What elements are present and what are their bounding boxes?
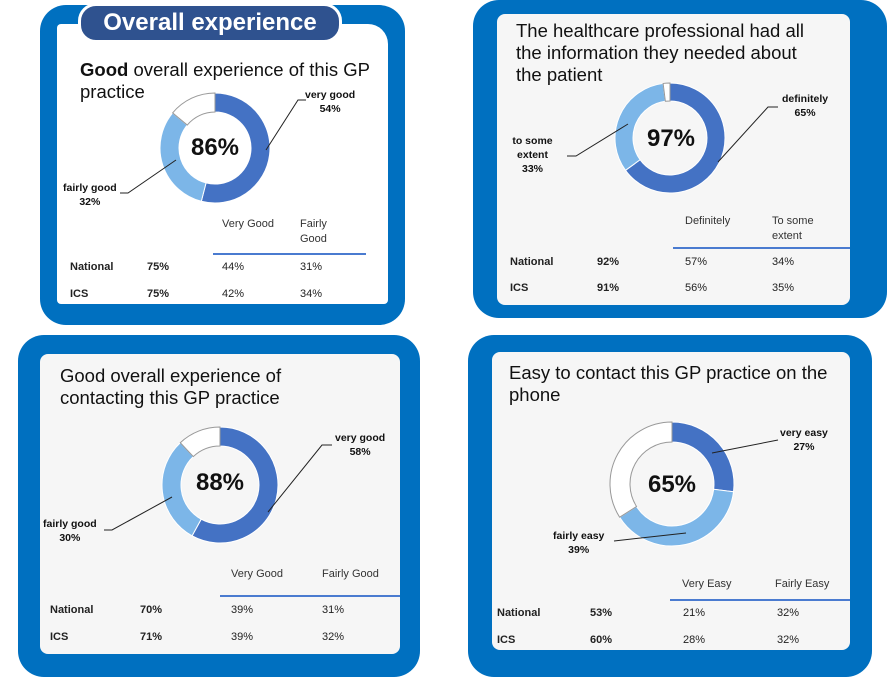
header-col-1: Very Good — [222, 218, 274, 230]
chart-title: The healthcare professional had all the … — [516, 20, 804, 85]
donut-segment-remainder — [179, 426, 221, 458]
header-col-2: Fairly Easy — [775, 578, 830, 590]
row-total: 60% — [590, 634, 613, 646]
header-col-1: Very Good — [231, 568, 283, 580]
label-value: 58% — [349, 446, 371, 458]
header-col-2: To some extent — [772, 215, 814, 242]
row-col-1: 56% — [685, 282, 708, 294]
label-to-some-extent: to some extent 33% — [510, 134, 555, 176]
table-rule — [673, 247, 850, 249]
leader-line — [717, 106, 778, 163]
label-fairly-good: fairly good 32% — [63, 181, 117, 209]
section-title: Overall experience — [78, 3, 342, 43]
row-total: 92% — [597, 256, 620, 268]
row-label: National — [70, 261, 114, 273]
row-col-2: 35% — [772, 282, 795, 294]
label-fairly-good: fairly good 30% — [43, 517, 97, 545]
row-col-2: 32% — [322, 631, 345, 643]
donut-segment-remainder — [171, 92, 216, 126]
label-name: very easy — [780, 427, 828, 439]
donut-segment-very-good — [191, 426, 279, 544]
table-rule — [220, 595, 400, 597]
label-value: 32% — [79, 196, 101, 208]
label-value: 30% — [59, 532, 81, 544]
table-rule — [670, 599, 850, 601]
leader-line — [567, 123, 629, 157]
label-value: 39% — [568, 544, 590, 556]
row-total: 71% — [140, 631, 163, 643]
panel-information-body — [497, 14, 850, 305]
label-value: 65% — [794, 107, 816, 119]
row-col-1: 57% — [685, 256, 708, 268]
header-col-2: Fairly Good — [322, 568, 379, 580]
label-name: definitely — [782, 93, 829, 105]
leader-line — [120, 159, 177, 194]
label-value: 27% — [793, 441, 815, 453]
chart-title-text: overall experience of this GP practice — [80, 59, 370, 102]
row-col-1: 39% — [231, 604, 254, 616]
donut-segment-definitely — [624, 82, 726, 194]
row-col-1: 42% — [222, 288, 245, 300]
leader-line — [711, 439, 779, 454]
label-name: very good — [335, 432, 386, 444]
label-name: fairly good — [63, 182, 117, 194]
chart-title: Easy to contact this GP practice on the … — [509, 362, 828, 405]
row-col-1: 21% — [683, 607, 706, 619]
row-total: 75% — [147, 261, 170, 273]
row-label: ICS — [70, 288, 89, 300]
row-col-2: 32% — [777, 634, 800, 646]
label-name: to some extent — [512, 135, 553, 161]
chart-title-bold: Good — [80, 59, 129, 80]
center-value: 86% — [190, 134, 240, 161]
center-value: 88% — [195, 469, 245, 496]
row-col-1: 39% — [231, 631, 254, 643]
leader-line — [613, 532, 687, 542]
panel-contacting-body — [40, 354, 400, 654]
center-value: 97% — [646, 125, 696, 152]
label-name: very good — [305, 89, 356, 101]
chart-title: Good overall experience of contacting th… — [60, 365, 282, 408]
label-very-good: very good 54% — [305, 88, 355, 116]
chart-title: Good overall experience of this GP pract… — [80, 59, 370, 103]
row-col-2: 34% — [300, 288, 323, 300]
row-col-1: 44% — [222, 261, 245, 273]
header-col-1: Definitely — [685, 215, 731, 227]
row-label: National — [497, 607, 541, 619]
header-col-2: Fairly Good — [300, 218, 327, 245]
label-fairly-easy: fairly easy 39% — [553, 529, 604, 557]
row-total: 75% — [147, 288, 170, 300]
row-label: ICS — [497, 634, 516, 646]
row-label: ICS — [510, 282, 529, 294]
row-total: 91% — [597, 282, 620, 294]
donut-segment-remainder — [609, 421, 673, 518]
row-label: National — [510, 256, 554, 268]
leader-line — [265, 99, 306, 151]
table-rule — [213, 253, 366, 255]
label-very-easy: very easy 27% — [780, 426, 828, 454]
row-total: 70% — [140, 604, 163, 616]
label-name: fairly easy — [553, 530, 605, 542]
label-definitely: definitely 65% — [782, 92, 828, 120]
header-col-1: Very Easy — [682, 578, 732, 590]
row-label: ICS — [50, 631, 69, 643]
label-value: 54% — [319, 103, 341, 115]
row-col-2: 31% — [300, 261, 323, 273]
row-label: National — [50, 604, 94, 616]
row-col-2: 31% — [322, 604, 345, 616]
row-col-1: 28% — [683, 634, 706, 646]
label-name: fairly good — [43, 518, 97, 530]
row-col-2: 32% — [777, 607, 800, 619]
donut-segment-very-good — [200, 92, 271, 204]
leader-line — [104, 496, 173, 531]
center-value: 65% — [647, 471, 697, 498]
label-value: 33% — [521, 163, 543, 175]
leader-line — [267, 444, 332, 513]
row-col-2: 34% — [772, 256, 795, 268]
donut-segment-remainder — [662, 82, 671, 102]
row-total: 53% — [590, 607, 613, 619]
panel-overall-experience-body — [57, 24, 388, 304]
label-very-good: very good 58% — [335, 431, 385, 459]
